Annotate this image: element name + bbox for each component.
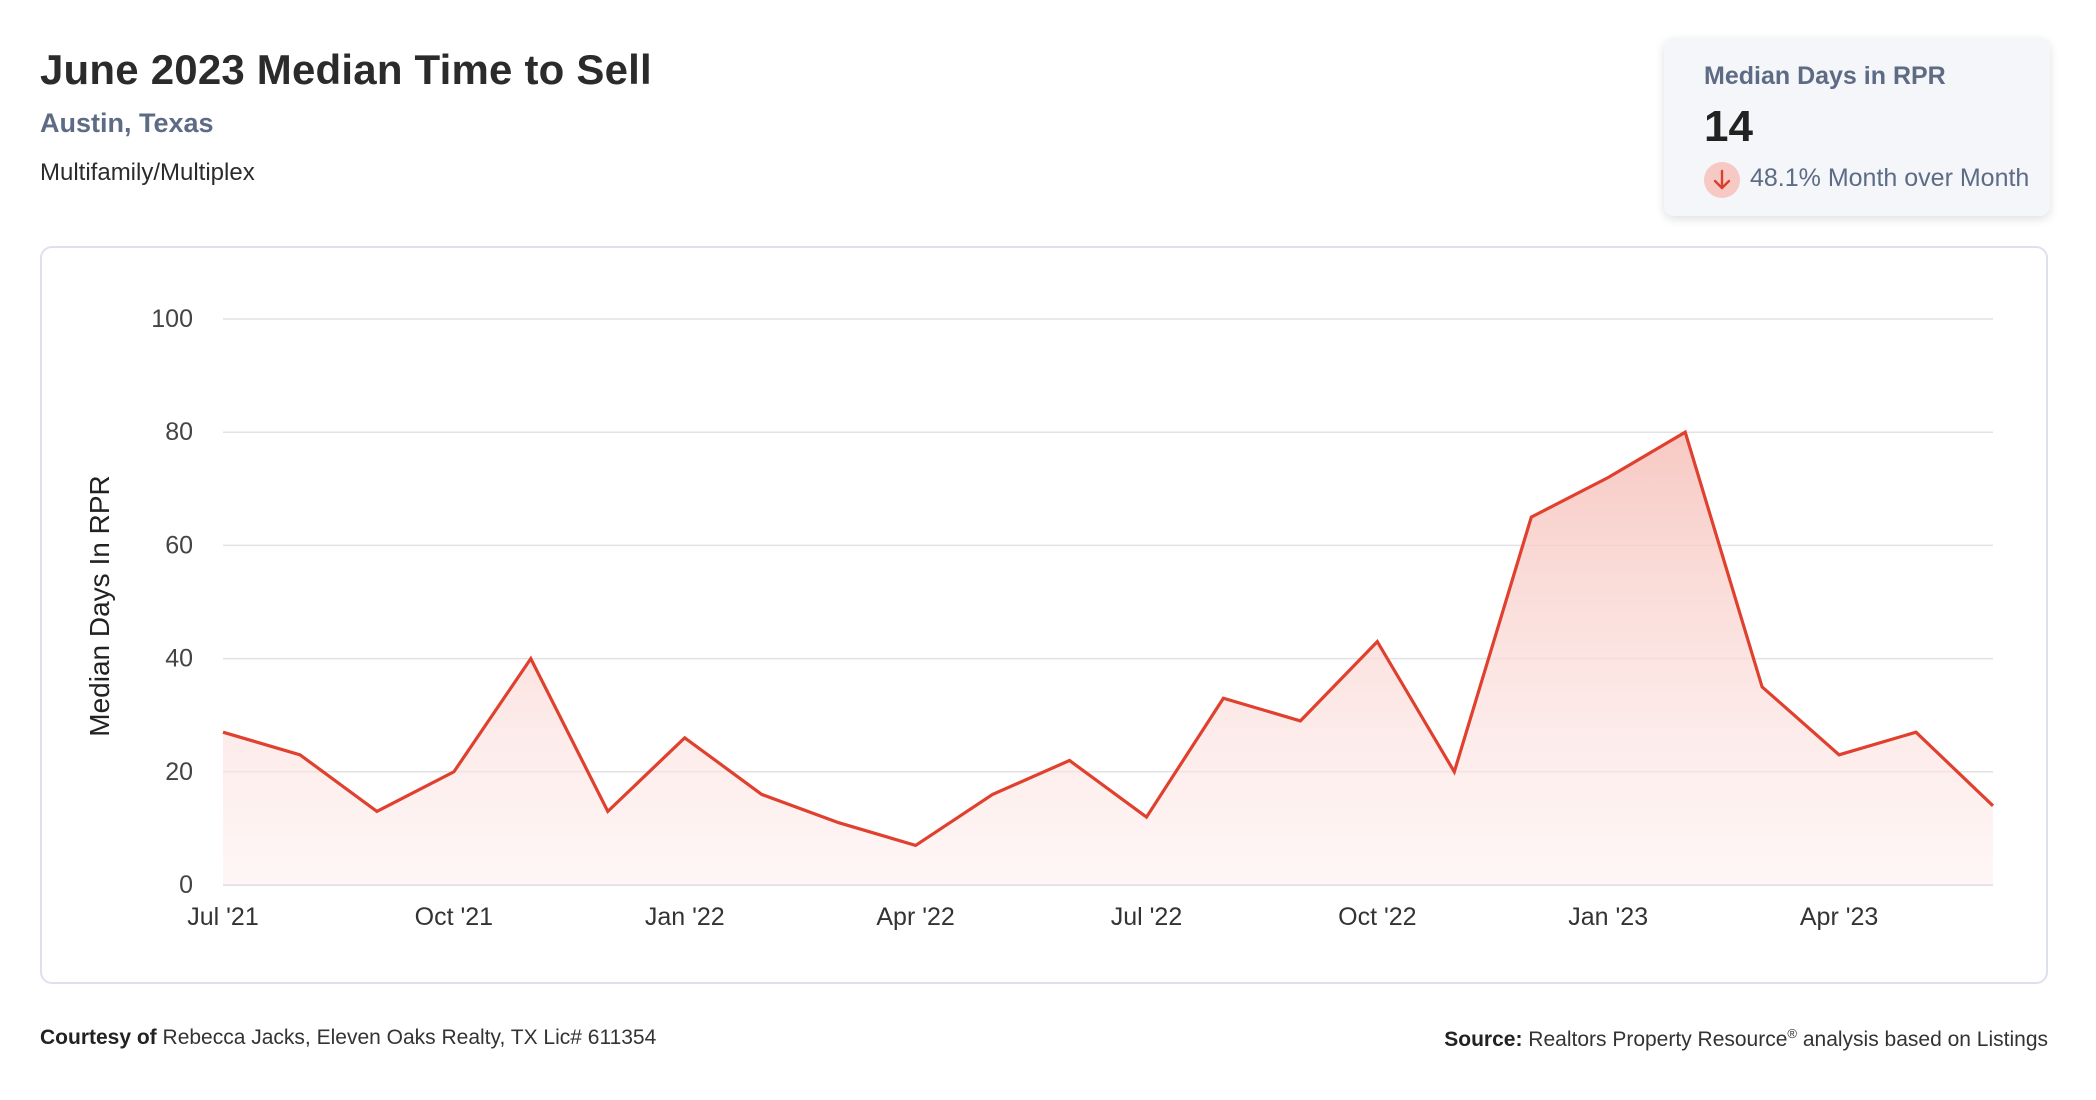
x-tick-label: Jan '23: [1568, 903, 1648, 931]
courtesy-text: Rebecca Jacks, Eleven Oaks Realty, TX Li…: [162, 1026, 657, 1049]
chart-container: 0 20 40 60 80 100 Jul '21 Oct '21 Jan '22 Apr '2…: [40, 246, 2048, 984]
x-tick-label: Oct '22: [1338, 903, 1416, 931]
stat-change-text: 48.1% Month over Month: [1750, 164, 2030, 192]
series-line: [222, 429, 1995, 848]
x-tick-label: Oct '21: [415, 903, 493, 931]
x-tick-label: Jan '22: [645, 903, 725, 931]
x-tick-label: Jul '21: [187, 903, 258, 931]
location-label: Austin, Texas: [40, 108, 214, 138]
y-tick-label: 80: [165, 418, 193, 446]
source-label: Source:: [1444, 1028, 1523, 1051]
x-tick-label: Jul '22: [1111, 903, 1182, 931]
y-tick-label: 60: [165, 531, 193, 559]
y-tick-label: 0: [179, 871, 193, 899]
courtesy-label: Courtesy of: [40, 1026, 157, 1049]
source-footer: Source: Realtors Property Resource® anal…: [1444, 1026, 2048, 1052]
stat-label: Median Days in RPR: [1704, 62, 1946, 90]
property-type-label: Multifamily/Multiplex: [40, 159, 255, 186]
source-suffix: analysis based on Listings: [1802, 1028, 2048, 1051]
y-tick-label: 100: [151, 305, 193, 333]
y-tick-label: 20: [165, 758, 193, 786]
median-days-chart: 0 20 40 60 80 100 Jul '21 Oct '21 Jan '22 Apr '2…: [84, 305, 1995, 931]
series-area: [223, 432, 1993, 885]
y-axis-label: Median Days In RPR: [84, 475, 115, 736]
y-tick-label: 40: [165, 645, 193, 673]
median-days-stat-card: Median Days in RPR 14 48.1% Month over M…: [1664, 38, 2050, 216]
page-title: June 2023 Median Time to Sell: [40, 46, 652, 93]
x-tick-label: Apr '23: [1800, 903, 1878, 931]
source-text: Realtors Property Resource: [1528, 1028, 1788, 1051]
courtesy-footer: Courtesy of Rebecca Jacks, Eleven Oaks R…: [40, 1026, 656, 1050]
registered-mark: ®: [1787, 1026, 1797, 1041]
stat-value: 14: [1704, 102, 1753, 151]
x-tick-label: Apr '22: [876, 903, 954, 931]
arrow-down-icon: [1704, 162, 1740, 198]
